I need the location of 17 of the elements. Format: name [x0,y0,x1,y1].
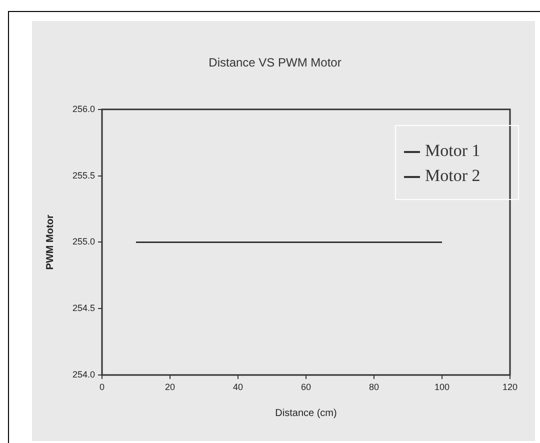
x-tick-label: 20 [164,382,176,392]
x-tick-label: 80 [368,382,380,392]
chart-title: Distance VS PWM Motor [208,56,342,70]
y-tick-label: 254.5 [72,303,95,314]
legend-label: Motor 1 [425,141,480,160]
x-tick-label: 120 [502,382,518,392]
y-tick-label: 255.0 [72,236,95,247]
legend-label: Motor 2 [425,166,480,185]
x-tick-label: 40 [232,382,244,392]
y-tick-label: 256.0 [72,104,95,114]
y-axis-title: PWM Motor [44,214,56,270]
y-tick-label: 254.0 [72,369,95,380]
x-axis-title: Distance (cm) [275,408,337,419]
x-tick-label: 60 [300,382,312,392]
y-tick-label: 255.5 [72,170,95,180]
x-tick-label: 100 [434,382,450,392]
x-tick-label: 0 [99,382,105,392]
